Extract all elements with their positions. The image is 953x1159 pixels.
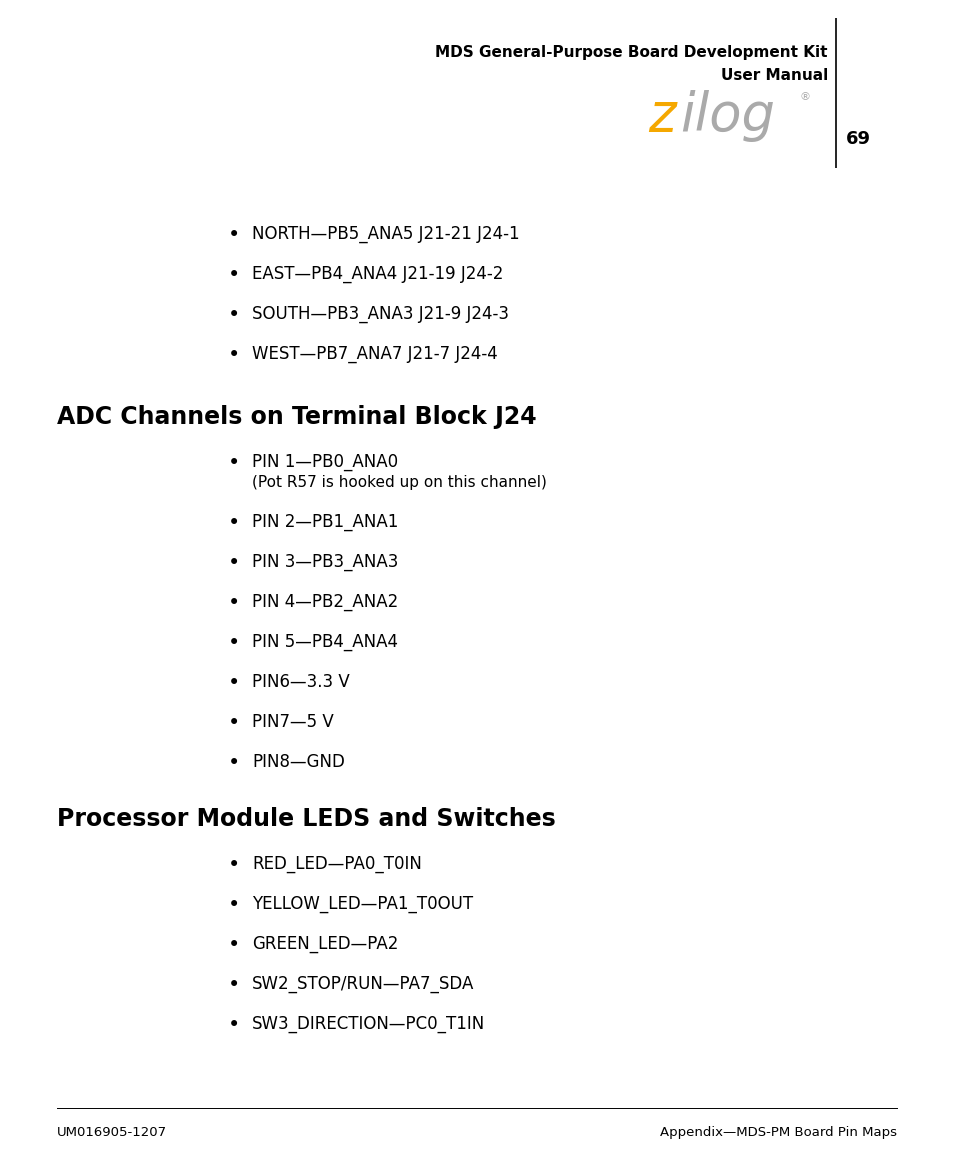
Text: ilog: ilog: [679, 90, 774, 143]
Text: •: •: [228, 1015, 240, 1035]
Text: EAST—PB4_ANA4 J21-19 J24-2: EAST—PB4_ANA4 J21-19 J24-2: [252, 265, 503, 283]
Text: UM016905-1207: UM016905-1207: [57, 1127, 167, 1139]
Text: PIN 3—PB3_ANA3: PIN 3—PB3_ANA3: [252, 553, 398, 571]
Text: SOUTH—PB3_ANA3 J21-9 J24-3: SOUTH—PB3_ANA3 J21-9 J24-3: [252, 305, 509, 323]
Text: WEST—PB7_ANA7 J21-7 J24-4: WEST—PB7_ANA7 J21-7 J24-4: [252, 345, 497, 363]
Text: PIN 2—PB1_ANA1: PIN 2—PB1_ANA1: [252, 513, 398, 531]
Text: •: •: [228, 305, 240, 325]
Text: •: •: [228, 513, 240, 533]
Text: z: z: [647, 90, 675, 143]
Text: PIN 5—PB4_ANA4: PIN 5—PB4_ANA4: [252, 633, 397, 651]
Text: •: •: [228, 975, 240, 994]
Text: MDS General-Purpose Board Development Kit: MDS General-Purpose Board Development Ki…: [435, 45, 827, 60]
Text: SW3_DIRECTION—PC0_T1IN: SW3_DIRECTION—PC0_T1IN: [252, 1015, 485, 1033]
Text: •: •: [228, 225, 240, 245]
Text: PIN7—5 V: PIN7—5 V: [252, 713, 334, 731]
Text: PIN 1—PB0_ANA0: PIN 1—PB0_ANA0: [252, 453, 397, 471]
Text: •: •: [228, 265, 240, 285]
Text: •: •: [228, 935, 240, 955]
Text: •: •: [228, 633, 240, 653]
Text: Appendix—MDS-PM Board Pin Maps: Appendix—MDS-PM Board Pin Maps: [659, 1127, 896, 1139]
Text: •: •: [228, 593, 240, 613]
Text: •: •: [228, 753, 240, 773]
Text: ADC Channels on Terminal Block J24: ADC Channels on Terminal Block J24: [57, 404, 536, 429]
Text: 69: 69: [845, 130, 870, 148]
Text: •: •: [228, 553, 240, 573]
Text: SW2_STOP/RUN—PA7_SDA: SW2_STOP/RUN—PA7_SDA: [252, 975, 474, 993]
Text: •: •: [228, 855, 240, 875]
Text: NORTH—PB5_ANA5 J21-21 J24-1: NORTH—PB5_ANA5 J21-21 J24-1: [252, 225, 519, 243]
Text: PIN8—GND: PIN8—GND: [252, 753, 345, 771]
Text: PIN 4—PB2_ANA2: PIN 4—PB2_ANA2: [252, 593, 397, 611]
Text: •: •: [228, 713, 240, 732]
Text: PIN6—3.3 V: PIN6—3.3 V: [252, 673, 350, 691]
Text: •: •: [228, 345, 240, 365]
Text: GREEN_LED—PA2: GREEN_LED—PA2: [252, 935, 398, 953]
Text: •: •: [228, 895, 240, 914]
Text: ®: ®: [800, 92, 810, 102]
Text: User Manual: User Manual: [720, 68, 827, 83]
Text: •: •: [228, 673, 240, 693]
Text: (Pot R57 is hooked up on this channel): (Pot R57 is hooked up on this channel): [252, 475, 546, 490]
Text: Processor Module LEDS and Switches: Processor Module LEDS and Switches: [57, 807, 556, 831]
Text: RED_LED—PA0_T0IN: RED_LED—PA0_T0IN: [252, 855, 421, 873]
Text: YELLOW_LED—PA1_T0OUT: YELLOW_LED—PA1_T0OUT: [252, 895, 473, 913]
Text: •: •: [228, 453, 240, 473]
